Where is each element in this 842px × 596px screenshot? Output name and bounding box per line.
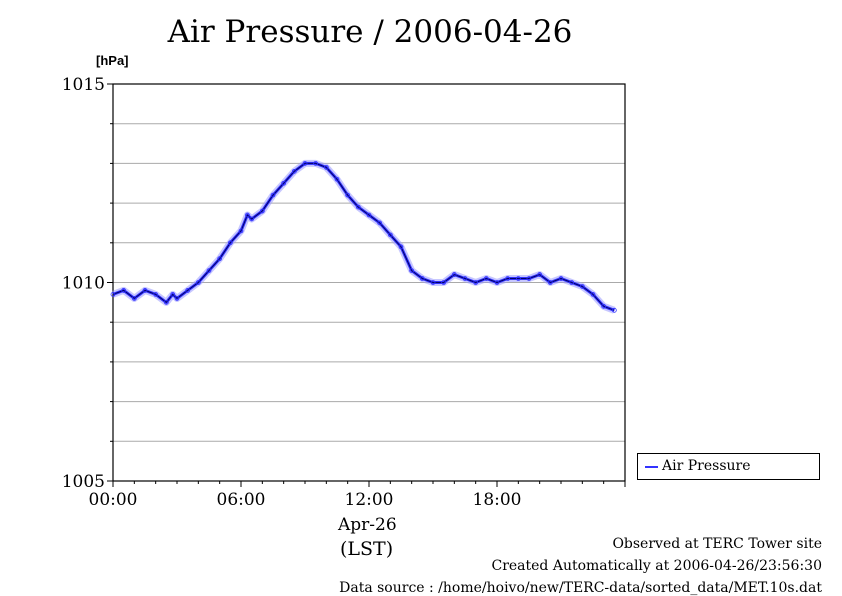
data-point [259, 208, 265, 214]
x-axis-unit-label: (LST) [340, 538, 394, 560]
data-point [313, 160, 319, 166]
data-point [302, 160, 308, 166]
data-point [537, 272, 543, 277]
x-tick-label: 18:00 [473, 490, 522, 510]
data-point [515, 276, 521, 281]
data-point [473, 280, 479, 285]
data-point [441, 280, 447, 285]
chart-title: Air Pressure / 2006-04-26 [167, 14, 573, 50]
legend-swatch [645, 466, 658, 468]
footer-created: Created Automatically at 2006-04-26/23:5… [491, 558, 822, 574]
data-point [579, 284, 585, 289]
data-point [110, 292, 116, 297]
data-point [430, 280, 436, 285]
data-point [270, 192, 276, 198]
data-point [494, 280, 500, 285]
data-point [355, 204, 361, 210]
data-point [569, 280, 575, 285]
data-point [281, 180, 287, 186]
data-point [217, 256, 223, 262]
data-point [244, 212, 250, 218]
data-point [366, 212, 372, 218]
data-point [249, 216, 255, 222]
y-tick-label: 1010 [62, 274, 105, 294]
data-point [131, 295, 137, 301]
x-tick-label: 06:00 [217, 490, 266, 510]
y-tick-label: 1015 [62, 75, 105, 95]
data-point [409, 268, 415, 273]
data-point [451, 272, 457, 277]
data-point [334, 176, 340, 182]
data-point [601, 303, 607, 309]
data-point [398, 244, 404, 250]
x-axis-date-label: Apr-26 [338, 515, 397, 535]
data-point [323, 164, 329, 170]
legend: Air Pressure [637, 453, 820, 480]
footer-site: Observed at TERC Tower site [612, 536, 822, 552]
footer-source: Data source : /home/hoivo/new/TERC-data/… [339, 580, 822, 596]
data-point [185, 288, 191, 293]
legend-label: Air Pressure [662, 458, 751, 474]
data-point [590, 292, 596, 297]
data-point [526, 276, 532, 281]
data-point [238, 228, 244, 234]
data-point [387, 232, 393, 238]
data-point [174, 295, 180, 301]
data-point [547, 280, 553, 285]
x-tick-label: 00:00 [89, 490, 138, 510]
x-tick-label: 12:00 [345, 490, 394, 510]
data-point [483, 276, 489, 281]
data-point [505, 276, 511, 281]
data-point [419, 276, 425, 281]
y-tick-label: 1005 [62, 472, 105, 492]
data-point [163, 299, 169, 305]
plot-frame [112, 83, 626, 482]
data-point [377, 220, 383, 226]
data-point [558, 276, 564, 281]
data-point [227, 240, 233, 246]
data-point [170, 292, 176, 297]
data-point [206, 268, 212, 273]
data-point [462, 276, 468, 281]
data-point [121, 288, 127, 293]
data-point [142, 288, 148, 293]
data-point [291, 168, 297, 174]
y-axis-unit: [hPa] [96, 53, 129, 68]
data-point [345, 192, 351, 198]
data-point [611, 307, 617, 313]
data-point [153, 292, 159, 297]
data-point [195, 280, 201, 285]
